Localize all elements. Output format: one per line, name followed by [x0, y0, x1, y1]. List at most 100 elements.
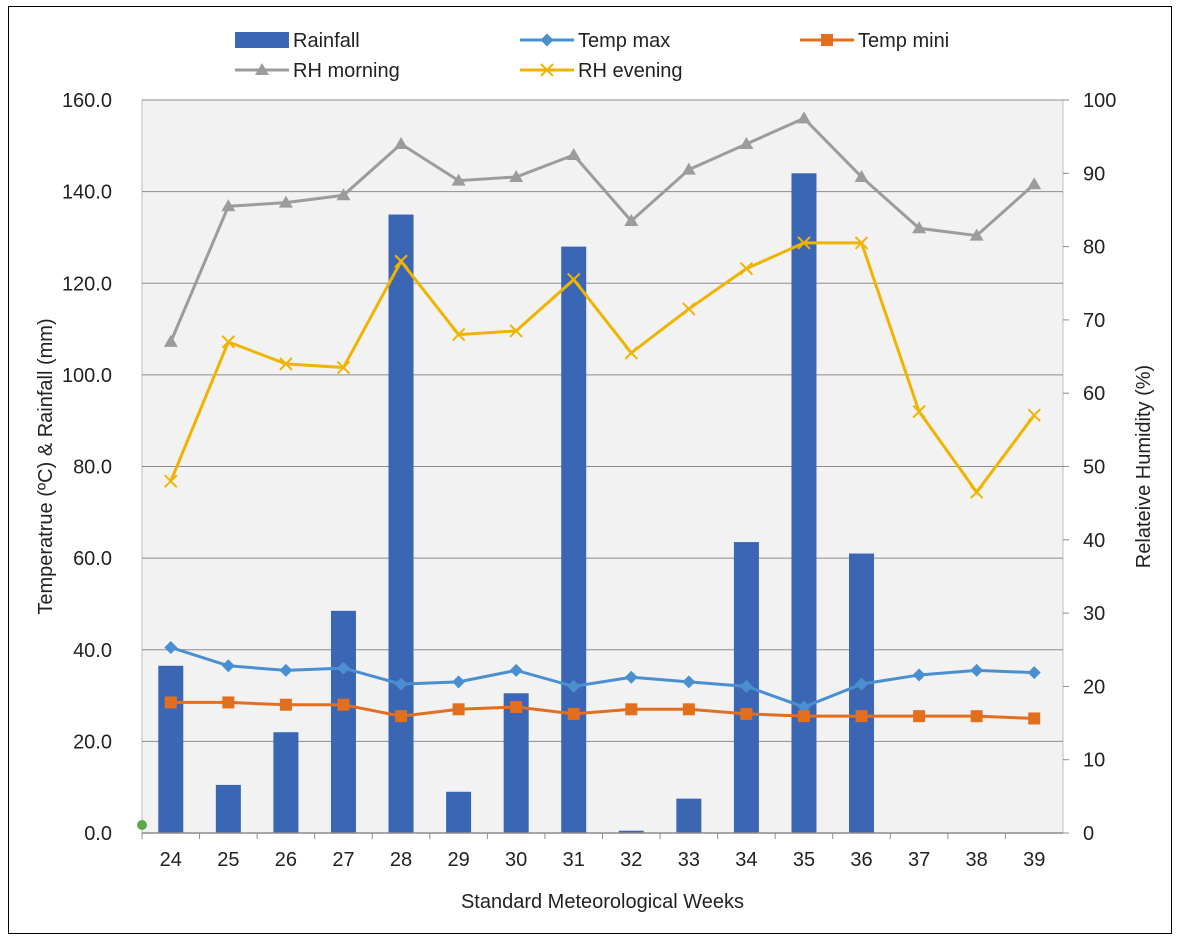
- rainfall-bar: [618, 830, 644, 833]
- temp-max-point: [221, 659, 235, 673]
- temp-mini-point: [395, 710, 408, 723]
- y-tick-label: 100.0: [62, 365, 112, 387]
- x-tick-label: 34: [735, 849, 757, 871]
- rh-evening-point: [279, 357, 293, 371]
- legend-marker-temp-max: [540, 33, 554, 47]
- temp-mini-point: [164, 696, 177, 709]
- rh-evening-point: [164, 474, 178, 488]
- x-tick-label: 37: [908, 849, 930, 871]
- x-axis-title: Standard Meteorological Weeks: [461, 891, 744, 913]
- grid: [141, 99, 1064, 834]
- rh-evening-point: [854, 236, 869, 250]
- x-tick-label: 28: [390, 849, 412, 871]
- y-tick-label: 160.0: [62, 90, 112, 112]
- temp-mini-point: [337, 698, 350, 711]
- x-tick-label: 33: [678, 849, 700, 871]
- y-tick-label: 120.0: [62, 273, 112, 295]
- series-lines: [137, 111, 1042, 830]
- y2-tick-label: 20: [1083, 676, 1105, 698]
- rh-morning-point: [163, 334, 178, 347]
- temp-max-point: [279, 663, 293, 677]
- x-tick-label: 35: [793, 849, 815, 871]
- temp-max-point: [855, 677, 869, 691]
- temp-mini-point: [222, 696, 235, 709]
- temp-mini-point: [567, 707, 580, 720]
- x-tick-label: 31: [563, 849, 585, 871]
- rainfall-bar: [388, 214, 414, 833]
- rh-evening-point: [336, 360, 351, 375]
- x-tick-label: 39: [1023, 849, 1045, 871]
- rainfall-bar: [503, 693, 529, 833]
- temp-max-line: [170, 646, 1035, 709]
- y-tick-label: 0.0: [84, 823, 112, 845]
- temp-mini-point: [625, 703, 638, 716]
- y-tick-label: 140.0: [62, 182, 112, 204]
- y2-tick-label: 50: [1083, 457, 1105, 479]
- x-tick-label: 25: [217, 849, 239, 871]
- rh-morning-point: [796, 111, 811, 124]
- temp-max-point: [509, 663, 523, 677]
- legend-marker-temp-mini: [821, 34, 833, 46]
- x-tick-label: 38: [966, 849, 988, 871]
- axes: 0.0 20.0 40.0 60.0 80.0 100.0 120.0 140.0 160.0 0…: [62, 90, 1116, 871]
- rainfall-bar: [791, 173, 817, 834]
- temp-max-point: [970, 663, 984, 677]
- rainfall-bar: [849, 553, 875, 833]
- temp-mini-point: [740, 707, 753, 720]
- y2-tick-label: 10: [1083, 750, 1105, 772]
- y2-axis-title: Relateive Humidity (%): [1133, 365, 1155, 568]
- rh-evening-point: [1027, 408, 1041, 422]
- x-tick-label: 27: [332, 849, 354, 871]
- x-tick-label: 32: [620, 849, 642, 871]
- rh-morning-point: [566, 147, 581, 160]
- rh-morning-point: [1027, 177, 1042, 190]
- rh-morning-point: [739, 136, 754, 149]
- rainfall-bars: [158, 173, 875, 834]
- rainfall-bar: [215, 784, 241, 833]
- rh-evening-point: [221, 335, 236, 349]
- temp-max-point: [567, 679, 581, 693]
- legend-label-rh-evening: RH evening: [578, 60, 683, 82]
- y2-tick-label: 100: [1083, 90, 1116, 112]
- y-tick-label: 40.0: [73, 640, 112, 662]
- rh-evening-point: [567, 272, 581, 287]
- rainfall-bar: [561, 246, 587, 834]
- rh-morning-point: [681, 162, 696, 175]
- y-tick-label: 60.0: [73, 548, 112, 570]
- temp-max-point: [682, 675, 696, 689]
- y2-tick-label: 30: [1083, 603, 1105, 625]
- rh-evening-point: [912, 404, 926, 419]
- rainfall-bar: [158, 665, 184, 833]
- x-tick-label: 29: [447, 849, 469, 871]
- rainfall-bar: [446, 791, 472, 833]
- rainfall-bar: [676, 798, 702, 833]
- temp-max-point: [739, 679, 753, 693]
- temp-mini-point: [510, 701, 523, 714]
- x-tick-label: 26: [275, 849, 297, 871]
- temp-max-point: [394, 677, 408, 691]
- rh-morning-point: [451, 173, 466, 186]
- y-axis-title: Temperatrue (ºC) & Rainfall (mm): [35, 318, 57, 614]
- legend-swatch-rainfall: [235, 32, 289, 48]
- rh-morning-point: [394, 136, 409, 149]
- rh-evening-point: [394, 254, 408, 268]
- legend-label-temp-mini: Temp mini: [858, 30, 949, 52]
- y2-tick-label: 40: [1083, 530, 1105, 552]
- y2-tick-label: 90: [1083, 163, 1105, 185]
- x-tick-label: 24: [160, 849, 182, 871]
- legend-label-rainfall: Rainfall: [293, 30, 360, 52]
- rh-morning-point: [336, 188, 351, 201]
- legend-marker-rh-evening: [540, 63, 554, 77]
- temp-mini-point: [970, 710, 983, 723]
- rh-morning-point: [854, 169, 869, 182]
- y2-tick-label: 70: [1083, 310, 1105, 332]
- legend: Rainfall Temp max Temp mini RH morning RH ev…: [235, 30, 949, 82]
- x-tick-label: 36: [850, 849, 872, 871]
- rh-morning-point: [509, 169, 524, 182]
- rh-evening-point: [624, 346, 638, 360]
- temp-mini-point: [913, 710, 926, 723]
- legend-marker-rh-morning: [255, 63, 269, 75]
- temp-mini-point: [279, 698, 292, 711]
- rh-morning-point: [624, 213, 639, 226]
